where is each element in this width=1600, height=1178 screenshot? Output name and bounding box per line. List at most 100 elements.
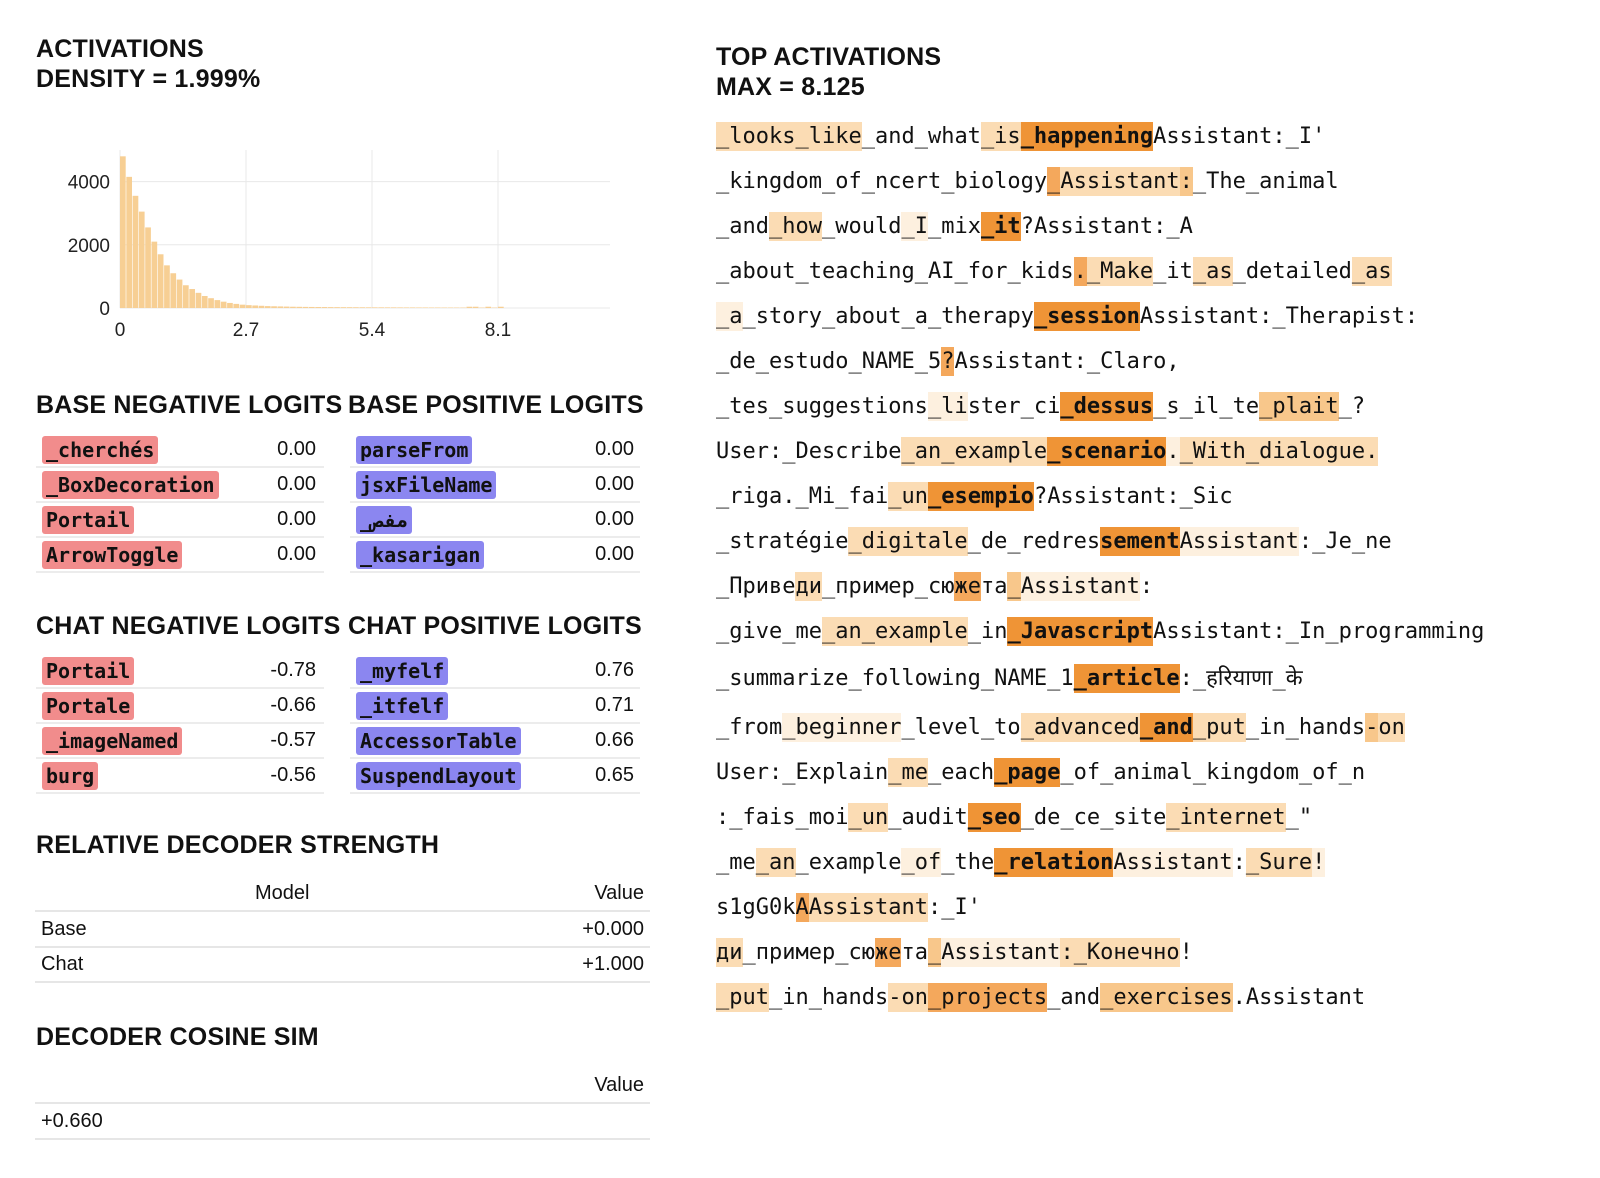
- activation-example: _and_how_would_I_mix_it?Assistant:_A: [716, 209, 1193, 245]
- logit-row: SuspendLayout 0.65: [350, 758, 640, 794]
- activation-token: :: [1153, 214, 1167, 239]
- activation-token: _de: [967, 529, 1008, 554]
- activation-token: _estudo: [755, 349, 849, 374]
- activation-token: _Sure: [1245, 848, 1313, 877]
- activation-token: Assistant: [1153, 124, 1273, 149]
- activation-histogram: 0 2000 4000 0 2.7 5.4 8.1: [68, 150, 610, 341]
- histogram-bar: [145, 227, 151, 308]
- histogram-bar: [246, 305, 252, 308]
- activation-token: Assistant: [1020, 572, 1140, 601]
- activation-token: _AI: [914, 259, 955, 284]
- histogram-bar: [372, 307, 378, 308]
- activation-token: :: [768, 760, 783, 785]
- activation-token: _": [1285, 805, 1313, 830]
- activation-token: _how: [768, 212, 822, 241]
- activation-token: _and: [861, 124, 915, 149]
- logit-row: _kasarigan 0.00: [350, 537, 640, 573]
- activation-token: _: [927, 938, 942, 967]
- activation-token: _il: [1179, 394, 1220, 419]
- activation-token: _put: [1192, 713, 1246, 742]
- activation-token: _fais: [729, 805, 796, 830]
- activation-token: _it: [980, 212, 1021, 241]
- histogram-bar: [472, 306, 479, 308]
- activation-token: _an: [821, 617, 862, 646]
- activation-token: _each: [927, 760, 995, 785]
- table-row: Base +0.000: [35, 912, 650, 948]
- activation-token: _ci: [1020, 394, 1061, 419]
- histogram-bar: [189, 289, 195, 308]
- logit-token: _مفص: [356, 506, 413, 534]
- activation-example: _tes_suggestions_lister_ci_dessus_s_il_t…: [716, 389, 1365, 425]
- activation-token: :: [1073, 349, 1087, 374]
- logit-token: ArrowToggle: [42, 541, 183, 569]
- logit-row: burg -0.56: [36, 758, 324, 794]
- activation-token: _I: [901, 212, 928, 241]
- model-value: +0.000: [582, 918, 644, 940]
- activation-token: _and: [1139, 713, 1193, 742]
- activation-token: _it: [1153, 259, 1193, 284]
- logit-token: _myfelf: [356, 657, 449, 685]
- activation-token: _: [1007, 572, 1021, 601]
- activation-token: ?: [1020, 214, 1034, 239]
- column-header-value: Value: [594, 1074, 644, 1096]
- activation-token: :: [1139, 574, 1154, 599]
- activation-token: _scenario: [1047, 437, 1167, 466]
- logit-row: jsxFileName 0.00: [350, 467, 640, 503]
- logit-token: AccessorTable: [356, 727, 521, 755]
- model-name: Chat: [41, 953, 84, 975]
- activation-token: _in: [768, 985, 809, 1010]
- activation-token: _сю: [835, 940, 875, 965]
- activation-token: _example: [861, 617, 968, 646]
- logit-value: -0.56: [270, 764, 316, 786]
- activation-token: _level: [901, 715, 981, 740]
- activation-token: _digitale: [848, 527, 968, 556]
- activation-token: ': [967, 895, 981, 920]
- activation-token: _li: [927, 392, 968, 421]
- histogram-bar: [138, 211, 145, 308]
- activation-token: sement: [1100, 527, 1180, 556]
- activation-token: _te: [1219, 394, 1260, 419]
- top-activations-title: TOP ACTIVATIONS: [716, 43, 942, 71]
- histogram-bar: [258, 305, 265, 308]
- activation-token: _Sic: [1179, 484, 1233, 509]
- activation-token: _Je: [1312, 529, 1352, 554]
- table-row: Chat +1.000: [35, 947, 650, 983]
- activation-token: _stratégie: [716, 529, 849, 554]
- x-tick-label: 8.1: [485, 320, 511, 341]
- activation-token: _story: [742, 304, 822, 329]
- histogram-bar: [416, 307, 422, 308]
- activation-token: _an: [755, 848, 796, 877]
- activation-token: _hands: [808, 985, 889, 1010]
- logit-row: _imageNamed -0.57: [36, 723, 324, 759]
- activation-token: _of: [1298, 760, 1339, 785]
- activation-example: _summarize_following_NAME_1_article:_हरि…: [716, 661, 1303, 697]
- activation-token: Assistant: [1245, 985, 1366, 1010]
- logit-value: 0.65: [595, 764, 634, 786]
- activation-example: _looks_like_and_what_is_happeningAssista…: [716, 119, 1325, 155]
- histogram-bar: [353, 307, 359, 308]
- activation-token: _biology: [941, 169, 1048, 194]
- activation-token: _hands: [1285, 715, 1366, 740]
- decoder-cosine-sim-title: DECODER COSINE SIM: [36, 1023, 319, 1051]
- activation-token: _I: [941, 895, 968, 920]
- logit-row: _myfelf 0.76: [350, 653, 640, 689]
- activation-token: _looks: [716, 122, 796, 151]
- activation-token: _red: [1007, 529, 1061, 554]
- activation-token: _сю: [914, 574, 955, 599]
- histogram-bar: [390, 307, 397, 308]
- activation-token: _of: [1060, 760, 1101, 785]
- activation-token: _put: [716, 983, 769, 1012]
- activation-token: _हरियाणा: [1192, 666, 1273, 691]
- activation-token: _would: [821, 214, 902, 239]
- activation-token: _kingdom: [716, 169, 822, 194]
- activation-token: _programming: [1325, 619, 1485, 644]
- activations-density: DENSITY = 1.999%: [36, 65, 261, 93]
- activation-token: !: [1179, 940, 1193, 965]
- activation-token: _के: [1272, 666, 1303, 691]
- activation-token: :: [1404, 304, 1419, 329]
- activation-token: _Mi: [795, 484, 836, 509]
- histogram-bar: [365, 307, 372, 308]
- relative-decoder-strength-table: Model Value Base +0.000 Chat +1.000: [35, 876, 650, 986]
- histogram-bar: [214, 300, 221, 308]
- logit-token: jsxFileName: [356, 471, 497, 499]
